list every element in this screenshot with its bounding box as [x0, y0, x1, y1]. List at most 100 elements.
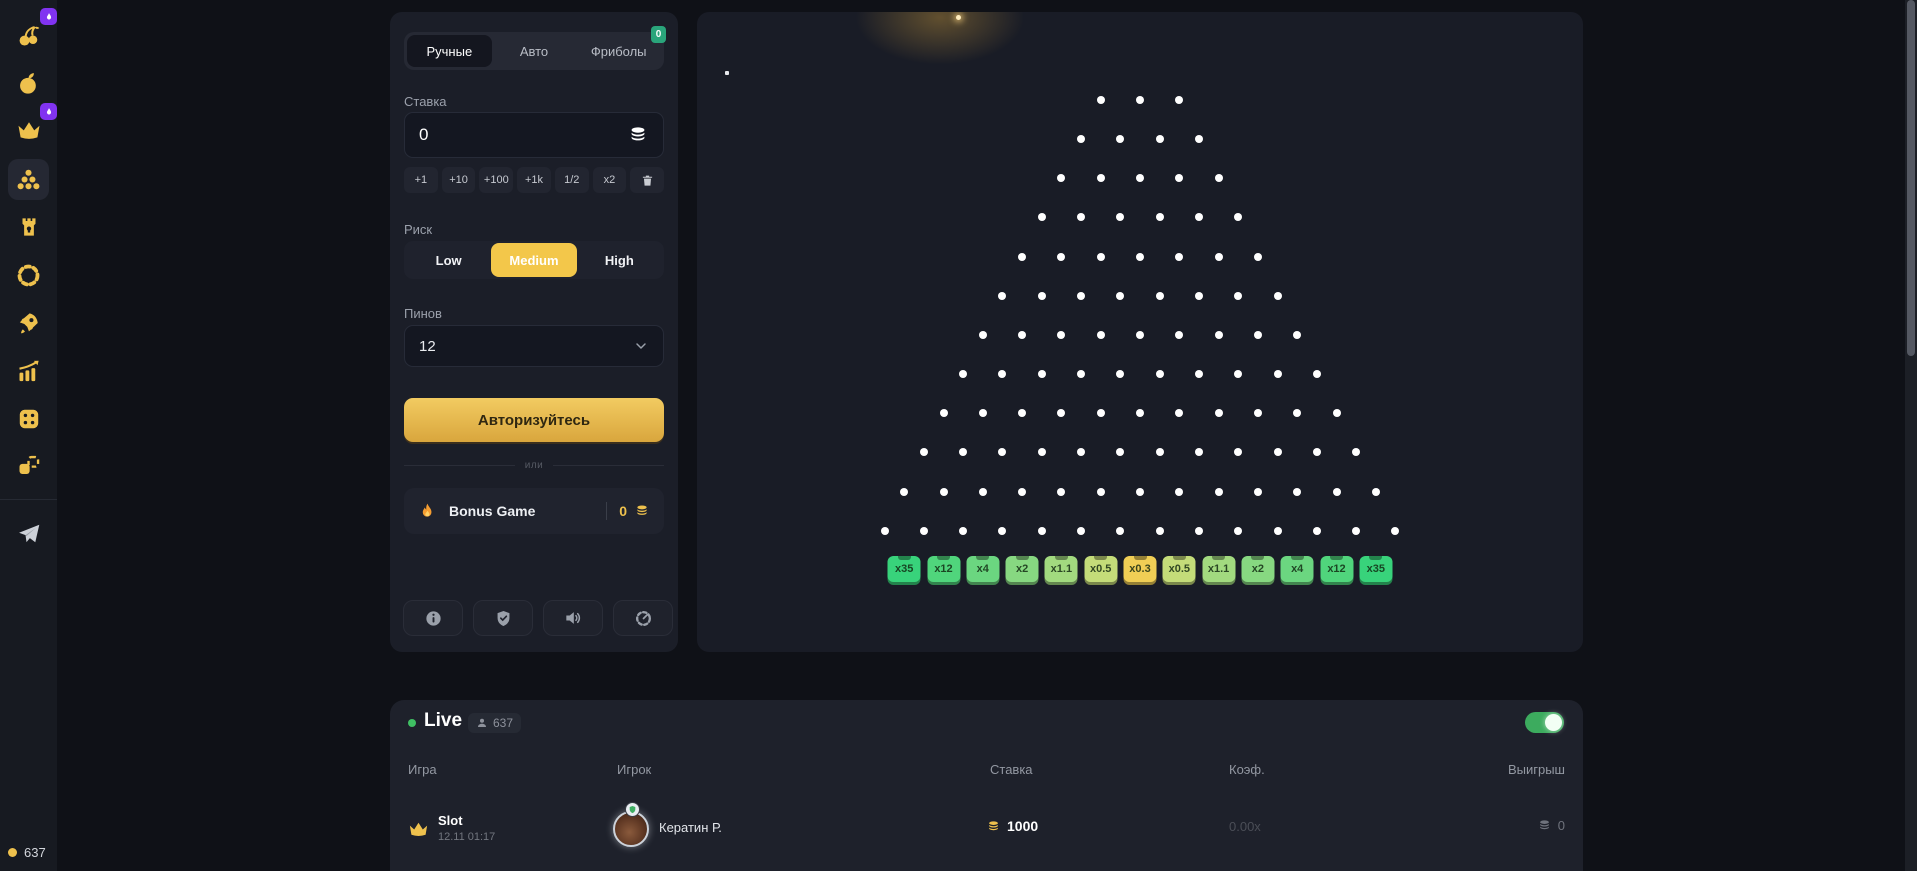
sidebar-item-slots[interactable] [8, 8, 57, 56]
risk-high-button[interactable]: High [604, 252, 634, 268]
sidebar-item-trading[interactable] [8, 351, 49, 392]
peg [1116, 135, 1125, 144]
multiplier-bucket-x0.5: x0.5 [1084, 556, 1118, 582]
peg [1214, 330, 1223, 339]
sidebar-item-fruits[interactable] [8, 63, 49, 104]
speed-gauge-icon [634, 609, 653, 628]
bonus-game-button[interactable]: Bonus Game 0 [404, 488, 664, 534]
freeballs-badge: 0 [651, 26, 667, 43]
peg [1155, 135, 1164, 144]
sidebar-item-plinko[interactable] [8, 159, 49, 200]
peg [1057, 330, 1066, 339]
peg [1077, 291, 1086, 300]
peg [1194, 370, 1203, 379]
peg [1194, 526, 1203, 535]
quick-bet-half[interactable]: 1/2 [554, 167, 589, 193]
multiplier-bucket-x4: x4 [966, 556, 1000, 582]
sidebar-item-dice[interactable] [8, 398, 49, 439]
peg [978, 487, 987, 496]
pins-select[interactable]: 12 [404, 325, 664, 367]
online-dot-icon [8, 848, 17, 857]
peg [1253, 252, 1262, 261]
speed-button[interactable] [613, 600, 673, 636]
peg [1155, 448, 1164, 457]
live-toggle[interactable] [1525, 712, 1564, 733]
peg [1332, 487, 1341, 496]
peg [1037, 213, 1046, 222]
plinko-board: x35 x12 x4 x2 x1.1 x0.5 x0.3 x0.5 x1.1 x2 x4 x12 x35 [697, 12, 1583, 652]
panel-footer-icons [403, 600, 673, 636]
fruit-icon [15, 70, 42, 97]
sidebar-item-coinflip[interactable] [8, 445, 49, 486]
peg [1096, 96, 1105, 104]
person-icon [476, 717, 488, 729]
peg [1096, 174, 1105, 183]
peg [1253, 487, 1262, 496]
row-game-time: 12.11 01:17 [438, 831, 496, 843]
quick-bet-plus10[interactable]: +10 [441, 167, 476, 193]
multiplier-bucket-x12: x12 [927, 556, 960, 582]
sidebar-item-wheel[interactable] [8, 255, 49, 296]
pins-value: 12 [419, 337, 436, 355]
scrollbar-thumb[interactable] [1907, 0, 1915, 356]
authorize-button[interactable]: Авторизуйтесь [404, 398, 664, 442]
row-bet-cell: 1000 [986, 818, 1038, 834]
sidebar-item-crown-games[interactable] [8, 103, 57, 151]
peg [1332, 409, 1341, 418]
fairness-button[interactable] [473, 600, 533, 636]
quick-bet-plus1[interactable]: +1 [404, 167, 438, 193]
peg [1057, 487, 1066, 496]
peg [1273, 291, 1282, 300]
mode-tabs: Ручные Авто Фриболы 0 [404, 26, 667, 70]
peg [998, 370, 1007, 379]
peg [998, 291, 1007, 300]
quick-bet-plus100[interactable]: +100 [479, 167, 514, 193]
quick-bet-plus1k[interactable]: +1k [517, 167, 551, 193]
peg [1136, 330, 1144, 339]
tab-auto[interactable]: Авто [519, 43, 549, 59]
peg [1077, 135, 1086, 144]
peg [1077, 448, 1086, 457]
peg [1136, 409, 1144, 418]
sidebar-item-tower[interactable] [8, 206, 49, 247]
peg [1391, 526, 1400, 535]
peg [1273, 448, 1282, 457]
peg [1175, 330, 1184, 339]
peg [1116, 291, 1125, 300]
peg [919, 526, 928, 535]
peg [978, 330, 987, 339]
sound-button[interactable] [543, 600, 603, 636]
tab-manual[interactable]: Ручные [407, 35, 492, 67]
sidebar-item-telegram[interactable] [8, 513, 49, 554]
quick-bet-clear[interactable] [630, 167, 665, 193]
tab-freeballs[interactable]: Фриболы 0 [576, 26, 667, 67]
risk-label: Риск [404, 222, 433, 237]
peg [998, 448, 1007, 457]
peg [1293, 330, 1302, 339]
peg [1175, 252, 1184, 261]
col-header-coef: Коэф. [1229, 762, 1265, 777]
peg [978, 409, 987, 418]
sidebar-item-crash[interactable] [8, 303, 49, 344]
info-button[interactable] [403, 600, 463, 636]
peg [1175, 174, 1184, 183]
peg [1155, 291, 1164, 300]
risk-low-button[interactable]: Low [435, 252, 462, 268]
plinko-icon [15, 166, 42, 193]
multiplier-bucket-x1.1: x1.1 [1044, 556, 1078, 582]
peg [1352, 526, 1361, 535]
live-bet-row[interactable]: Slot 12.11 01:17 Кератин Р. 1000 [390, 800, 1583, 860]
cherries-icon [15, 22, 42, 49]
row-win-value: 0 [1557, 818, 1565, 833]
col-header-game: Игра [408, 762, 437, 777]
bet-amount-input[interactable]: 0 [404, 112, 664, 158]
peg [1214, 409, 1223, 418]
quick-bet-double[interactable]: x2 [592, 167, 627, 193]
risk-medium-button[interactable]: Medium [491, 243, 577, 277]
col-header-bet: Ставка [990, 762, 1033, 777]
row-game-name: Slot [438, 813, 463, 828]
gold-coins-icon [986, 819, 1001, 834]
multiplier-bucket-x1.1: x1.1 [1202, 556, 1236, 582]
page-scrollbar [1905, 0, 1917, 871]
wheel-icon [15, 262, 42, 289]
